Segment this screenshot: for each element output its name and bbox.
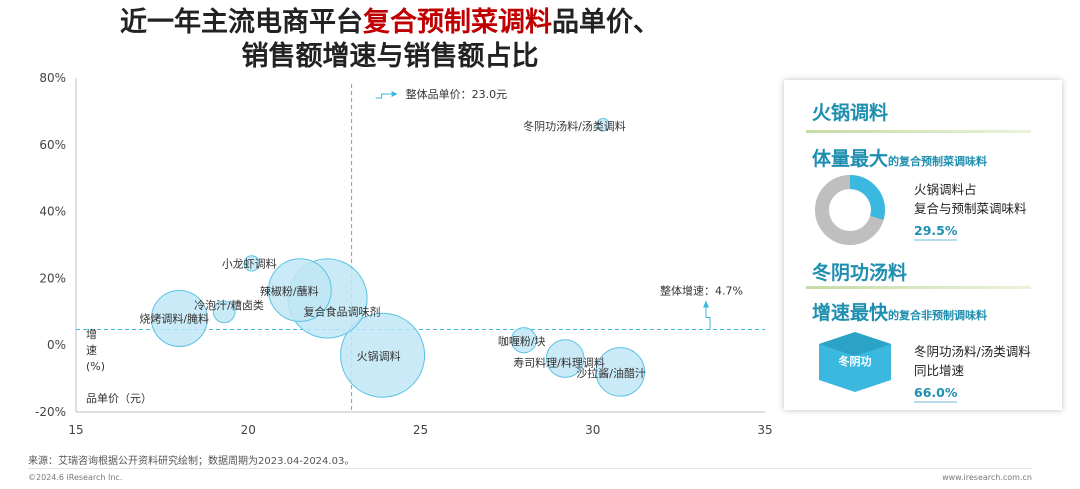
bubble-8 (545, 339, 585, 378)
title-line-1: 近一年主流电商平台复合预制菜调料品单价、 (120, 7, 660, 38)
bubble-6 (340, 312, 426, 398)
bubble-label: 冬阴功汤料/汤类调料 (523, 119, 626, 133)
y-tick-label: 60% (39, 138, 66, 152)
insight-panel: 火锅调料 体量最大的复合预制菜调味料 火锅调料占 复合与预制菜调味料 29.5%… (784, 80, 1062, 410)
panel-category-2: 冬阴功汤料 (812, 262, 908, 284)
bubble-label: 咖喱粉/块 (498, 334, 546, 348)
panel-value-1: 29.5% (914, 223, 958, 241)
donut-chart (815, 175, 885, 245)
bubble-9 (595, 347, 646, 397)
website-url: www.iresearch.com.cn (942, 473, 1032, 482)
ref-price-label: 整体品单价：23.0元 (406, 87, 508, 101)
bubble-label: 烧烤调料/腌料 (139, 311, 209, 325)
y-axis-title-char: 速 (86, 344, 97, 357)
ref-price-arrowhead (391, 91, 398, 97)
bubble-1 (243, 255, 260, 272)
ref-growth-arrow (705, 307, 711, 330)
hexagon-badge: 冬阴功 (819, 332, 891, 392)
bubble-5 (150, 289, 208, 347)
bubble-2 (268, 258, 332, 322)
bubble-0 (596, 117, 610, 132)
y-axis-title-char: (%) (86, 360, 105, 373)
x-tick-label: 35 (757, 423, 772, 437)
bubble-label: 火锅调料 (357, 349, 401, 363)
panel-category-1: 火锅调料 (812, 102, 889, 124)
y-axis-title-char: 增 (86, 327, 97, 341)
bubble-4 (212, 300, 236, 324)
ref-price-arrow (375, 93, 392, 99)
ref-growth-label: 整体增速：4.7% (660, 284, 743, 298)
bubble-7 (510, 327, 537, 354)
ref-growth-arrowhead (703, 300, 709, 308)
title-line-2: 销售额增速与销售额占比 (241, 41, 539, 72)
footer-divider (28, 468, 1032, 469)
copyright: ©2024.6 iResearch Inc. (28, 473, 123, 482)
bubble-label: 小龙虾调料 (222, 256, 277, 270)
panel-divider-2 (806, 286, 1031, 289)
y-tick-label: -20% (35, 405, 66, 419)
donut-share (815, 175, 885, 245)
bubble-label: 寿司料理/料理调料 (513, 356, 605, 370)
y-tick-label: 80% (39, 71, 66, 85)
x-tick-label: 20 (241, 423, 256, 437)
bubble-label: 冷泡汁/糟卤类 (194, 298, 264, 312)
bubble-chart: 80% 60% 40% 20% 0% -20%15 20 25 30 35 整体品单价：23.0元整… (35, 71, 773, 437)
panel-subtitle-1: 体量最大的复合预制菜调味料 (812, 148, 988, 170)
y-tick-label: 40% (39, 205, 66, 219)
title-highlight: 复合预制菜调料 (363, 7, 552, 38)
x-tick-label: 15 (68, 423, 83, 437)
x-tick-label: 25 (413, 423, 428, 437)
panel-subtitle-2: 增速最快的复合非预制调味料 (812, 302, 988, 324)
bubble-label: 辣椒粉/蘸料 (260, 284, 319, 298)
panel-desc-1: 火锅调料占 复合与预制菜调味料 (914, 182, 1027, 216)
bubble-label: 复合食品调味剂 (303, 304, 380, 318)
panel-divider-1 (806, 130, 1031, 133)
badge-text: 冬阴功 (839, 354, 872, 368)
bubble-label: 沙拉酱/油醋汁 (576, 366, 646, 380)
panel-value-2: 66.0% (914, 385, 958, 403)
x-tick-label: 30 (585, 423, 600, 437)
y-tick-label: 20% (39, 271, 66, 285)
y-tick-label: 0% (47, 338, 66, 352)
source-note: 来源：艾瑞咨询根据公开资料研究绘制；数据周期为2023.04-2024.03。 (28, 456, 355, 467)
panel-desc-2: 冬阴功汤料/汤类调料 同比增速 (914, 344, 1031, 378)
chart-title: 近一年主流电商平台复合预制菜调料品单价、 销售额增速与销售额占比 (0, 6, 780, 74)
x-axis-title: 品单价（元） (86, 392, 152, 405)
